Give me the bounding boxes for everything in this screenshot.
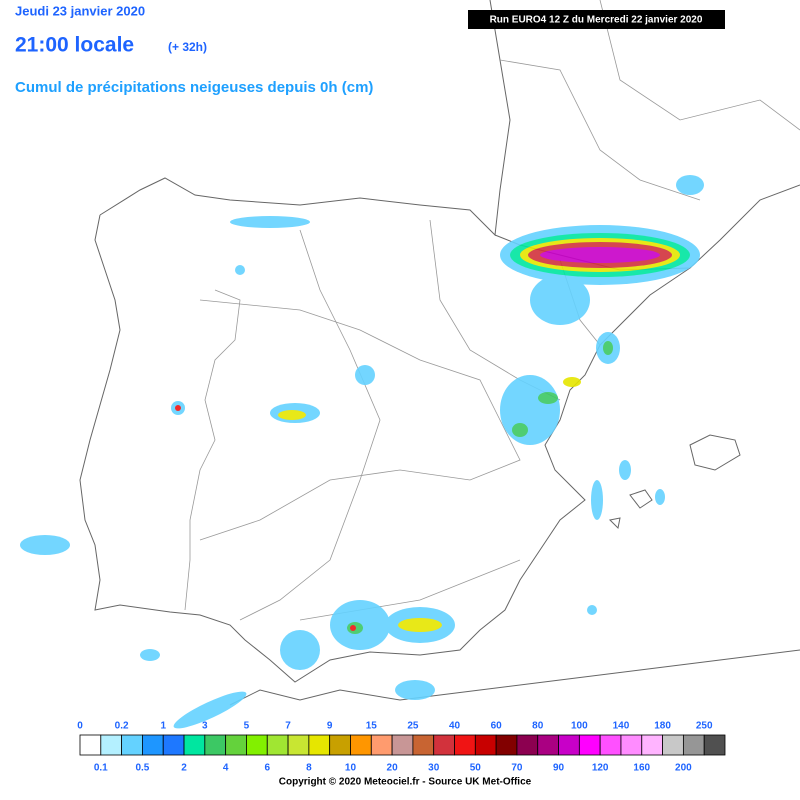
legend-swatch (121, 734, 143, 756)
run-label: Run EURO4 12 Z du Mercredi 22 janvier 20… (490, 15, 703, 26)
legend-swatch (287, 734, 310, 756)
legend-label: 9 (327, 721, 333, 732)
legend-label: 0.1 (94, 763, 108, 774)
legend-label: 40 (449, 721, 461, 732)
legend-label: 160 (633, 763, 650, 774)
legend-label: 60 (491, 721, 503, 732)
legend-swatch (370, 734, 393, 756)
legend-swatch (662, 734, 684, 756)
legend-label: 140 (613, 721, 630, 732)
legend-label: 1 (160, 721, 166, 732)
legend-label: 100 (571, 721, 588, 732)
legend-label: 4 (223, 763, 229, 774)
legend-swatch (350, 734, 372, 756)
legend-label: 10 (345, 763, 357, 774)
legend-label: 120 (592, 763, 609, 774)
legend-label: 15 (366, 721, 378, 732)
legend-swatch (495, 734, 518, 756)
legend-label: 250 (696, 721, 713, 732)
legend-swatch (246, 734, 268, 756)
legend-label: 70 (511, 763, 523, 774)
legend-label: 0.2 (115, 721, 129, 732)
subtitle: Cumul de précipitations neigeuses depuis… (15, 79, 373, 96)
legend-swatch (412, 734, 435, 756)
legend-label: 180 (654, 721, 671, 732)
legend-swatch (578, 734, 601, 756)
legend-swatch (516, 734, 539, 756)
legend-swatch (620, 734, 643, 756)
legend-swatch (204, 734, 227, 756)
borders (184, 0, 800, 621)
legend-label: 6 (264, 763, 270, 774)
legend-swatch (79, 734, 102, 756)
legend-swatch (682, 734, 705, 756)
legend-swatch (558, 734, 580, 756)
legend-swatch (329, 734, 351, 756)
legend-label: 200 (675, 763, 692, 774)
legend-swatch (100, 734, 123, 756)
legend-label: 0 (77, 721, 83, 732)
legend-label: 3 (202, 721, 208, 732)
legend-swatch (433, 734, 455, 756)
legend-label: 0.5 (135, 763, 149, 774)
copyright: Copyright © 2020 Meteociel.fr - Source U… (279, 777, 532, 788)
legend-label: 80 (532, 721, 544, 732)
legend-swatch (641, 734, 663, 756)
legend-swatch (225, 734, 247, 756)
run-box (468, 10, 725, 29)
legend-swatch (142, 734, 164, 756)
legend-label: 7 (285, 721, 291, 732)
legend: 0 0.1 0.2 0.5 1 2 3 4 5 6 7 8 9 10 15 20 25 30 40 50 60 70 80 9… (77, 721, 726, 774)
lead: (+ 32h) (168, 40, 207, 54)
legend-swatch (266, 734, 289, 756)
legend-swatch (454, 734, 476, 756)
date: Jeudi 23 janvier 2020 (15, 3, 145, 18)
legend-swatch (162, 734, 185, 756)
legend-swatch (183, 734, 206, 756)
legend-label: 5 (244, 721, 250, 732)
snow-areas (20, 175, 704, 729)
legend-swatch (308, 734, 331, 756)
legend-label: 25 (407, 721, 419, 732)
legend-swatch (391, 734, 414, 756)
legend-label: 2 (181, 763, 187, 774)
legend-label: 8 (306, 763, 312, 774)
legend-swatch (599, 734, 622, 756)
legend-swatch (537, 734, 559, 756)
legend-label: 30 (428, 763, 440, 774)
legend-swatch (703, 734, 726, 756)
coastlines (79, 0, 800, 706)
legend-label: 90 (553, 763, 565, 774)
time: 21:00 locale (15, 34, 134, 57)
legend-label: 50 (470, 763, 482, 774)
legend-swatch (474, 734, 497, 756)
legend-label: 20 (387, 763, 399, 774)
